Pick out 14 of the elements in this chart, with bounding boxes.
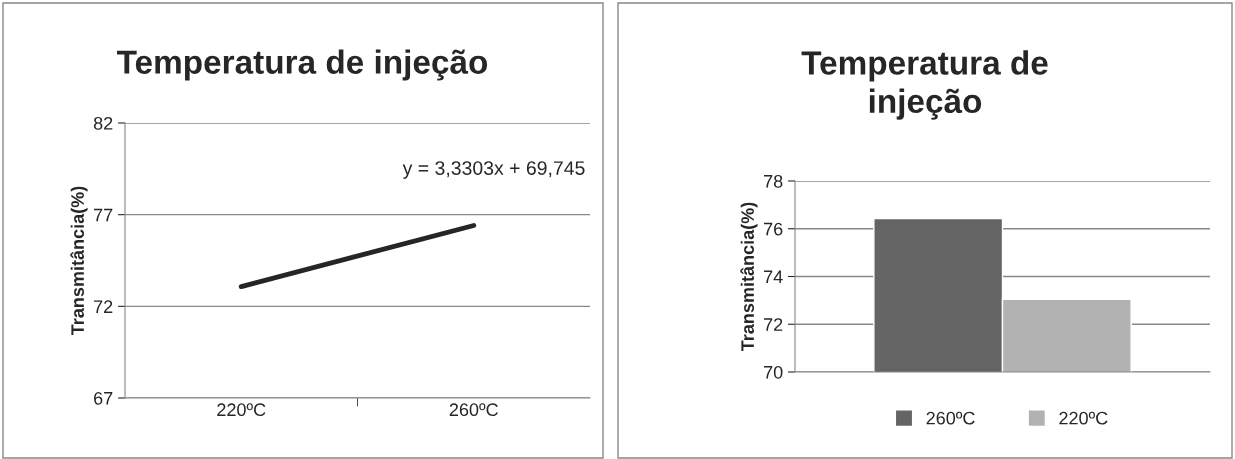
y-tick-label: 67 — [94, 391, 113, 405]
y-axis-title: Transmitância(%) — [740, 202, 758, 352]
y-tick-label: 82 — [93, 116, 113, 130]
chart-title: Temperatura de injeção — [117, 49, 488, 81]
y-tick-label: 74 — [764, 270, 783, 284]
y-tick-label: 76 — [764, 222, 783, 236]
y-tick-label: 78 — [764, 174, 783, 188]
y-axis-title: Transmitância(%) — [70, 186, 88, 336]
chart-title: Temperatura de injeção — [801, 50, 1048, 120]
y-tick-label: 77 — [94, 208, 113, 222]
y-tick-label: 72 — [764, 318, 783, 331]
y-tick-label: 72 — [94, 300, 113, 313]
annotation: y = 3,3303x + 69,745 — [402, 161, 585, 179]
y-tick-label: 70 — [764, 365, 783, 379]
